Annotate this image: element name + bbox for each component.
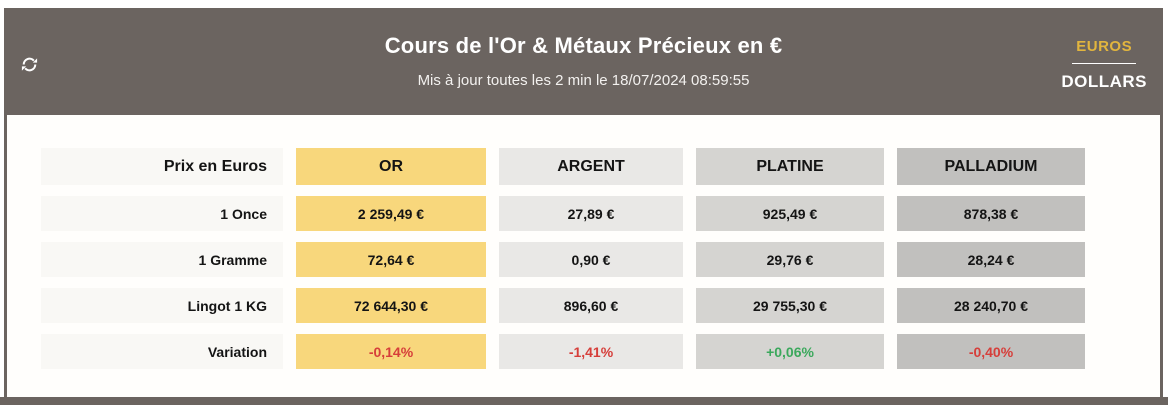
column-header-or: OR bbox=[296, 148, 486, 185]
currency-option-dollars[interactable]: DOLLARS bbox=[1061, 72, 1147, 91]
table-cell-value: 28 240,70 € bbox=[897, 288, 1085, 323]
currency-toggle: EUROS DOLLARS bbox=[1061, 38, 1147, 92]
update-status-text: Mis à jour toutes les 2 min le 18/07/202… bbox=[417, 72, 750, 89]
column-header-argent: ARGENT bbox=[499, 148, 683, 185]
table-cell-value: 72,64 € bbox=[296, 242, 486, 277]
price-table: Prix en Euros OR ARGENT PLATINE PALLADIU… bbox=[41, 148, 1160, 369]
gold-price-widget: Cours de l'Or & Métaux Précieux en € Mis… bbox=[4, 8, 1163, 397]
table-corner-label: Prix en Euros bbox=[41, 148, 283, 185]
row-label-variation: Variation bbox=[41, 334, 283, 369]
variation-value: -1,41% bbox=[499, 334, 683, 369]
currency-option-euros[interactable]: EUROS bbox=[1076, 38, 1133, 55]
table-cell-value: 29,76 € bbox=[696, 242, 884, 277]
bottom-divider-bar bbox=[0, 397, 1168, 405]
table-cell-value: 925,49 € bbox=[696, 196, 884, 231]
row-label-lingot: Lingot 1 KG bbox=[41, 288, 283, 323]
variation-value: +0,06% bbox=[696, 334, 884, 369]
table-cell-value: 28,24 € bbox=[897, 242, 1085, 277]
currency-toggle-divider bbox=[1072, 63, 1137, 64]
table-cell-value: 0,90 € bbox=[499, 242, 683, 277]
refresh-sync-icon bbox=[20, 55, 39, 77]
table-cell-value: 878,38 € bbox=[897, 196, 1085, 231]
table-cell-value: 72 644,30 € bbox=[296, 288, 486, 323]
refresh-button[interactable] bbox=[16, 53, 42, 79]
table-cell-value: 896,60 € bbox=[499, 288, 683, 323]
row-label-gramme: 1 Gramme bbox=[41, 242, 283, 277]
column-header-platine: PLATINE bbox=[696, 148, 884, 185]
widget-header: Cours de l'Or & Métaux Précieux en € Mis… bbox=[4, 8, 1163, 115]
variation-value: -0,14% bbox=[296, 334, 486, 369]
table-cell-value: 2 259,49 € bbox=[296, 196, 486, 231]
page-title: Cours de l'Or & Métaux Précieux en € bbox=[384, 33, 783, 58]
variation-value: -0,40% bbox=[897, 334, 1085, 369]
column-header-palladium: PALLADIUM bbox=[897, 148, 1085, 185]
widget-body: Prix en Euros OR ARGENT PLATINE PALLADIU… bbox=[4, 115, 1163, 397]
table-cell-value: 27,89 € bbox=[499, 196, 683, 231]
row-label-once: 1 Once bbox=[41, 196, 283, 231]
table-cell-value: 29 755,30 € bbox=[696, 288, 884, 323]
